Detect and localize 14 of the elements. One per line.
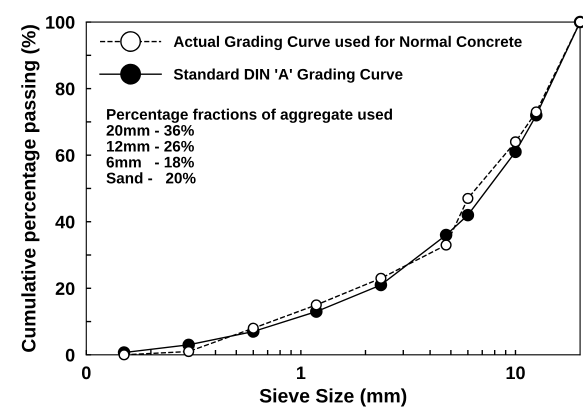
x-tick-label: 10 [506, 366, 525, 380]
x-tick-label: 1 [297, 366, 306, 380]
y-tick-label: 100 [46, 16, 74, 29]
legend-label: Actual Grading Curve used for Normal Concrete [174, 36, 522, 50]
y-tick-label: 40 [55, 216, 74, 228]
y-axis-title: Cumulative percentage passing (%) [21, 25, 40, 352]
x-axis-title: Sieve Size (mm) [260, 388, 406, 406]
y-tick-label: 0 [66, 348, 74, 362]
legend-label: Standard DIN 'A' Grading Curve [174, 68, 403, 83]
y-tick-label: 80 [56, 82, 74, 96]
y-tick-label: 60 [56, 149, 74, 162]
x-tick-label: 0 [82, 366, 91, 380]
annotation: Percentage fractions of aggregate used 20mm - 36% 12mm - 26% 6mm - 18% Sand - 20% [106, 108, 392, 184]
y-tick-label: 20 [56, 282, 74, 296]
